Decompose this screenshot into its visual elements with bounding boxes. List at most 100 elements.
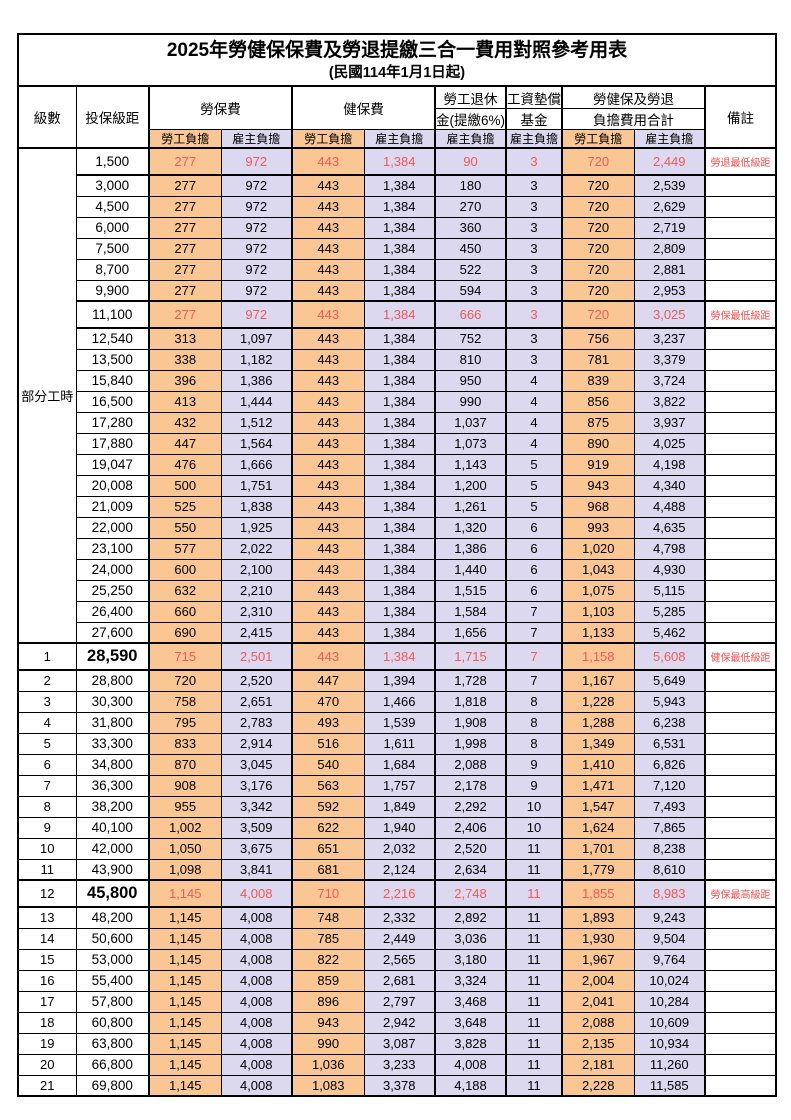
table-row: 26,400 660 2,310 443 1,384 1,584 7 1,103 5,285 — [18, 600, 777, 623]
health-employee-cell: 443 — [291, 258, 365, 281]
pension-employer-cell: 1,200 — [433, 474, 507, 497]
note-cell — [704, 711, 777, 734]
pension-employer-cell: 2,406 — [433, 816, 507, 839]
total-employer-cell: 2,629 — [633, 195, 706, 218]
health-employee-cell: 1,036 — [291, 1053, 365, 1076]
health-employer-cell: 1,384 — [363, 195, 436, 218]
pension-employer-cell: 2,520 — [433, 837, 507, 860]
total-employee-cell: 1,158 — [561, 642, 635, 671]
note-cell — [704, 495, 777, 518]
health-employer-cell: 1,684 — [363, 753, 436, 776]
total-employee-cell: 1,471 — [561, 774, 635, 797]
labor-employee-cell: 525 — [148, 495, 222, 518]
pension-employer-cell: 2,088 — [433, 753, 507, 776]
health-employer-cell: 1,384 — [363, 390, 436, 413]
pension-employer-cell: 522 — [433, 258, 507, 281]
salary-bracket-cell: 50,600 — [75, 927, 150, 950]
labor-employee-cell: 1,145 — [148, 948, 222, 971]
wage-fund-employer-cell: 9 — [505, 774, 563, 797]
table-row: 20,008 500 1,751 443 1,384 1,200 5 943 4,340 — [18, 474, 777, 497]
page-title: 2025年勞健保保費及勞退提繳三合一費用對照參考用表 — [166, 40, 628, 61]
total-employer-cell: 6,531 — [633, 732, 706, 755]
health-employee-cell: 443 — [291, 453, 365, 476]
pension-employer-cell: 950 — [433, 369, 507, 392]
note-cell — [704, 411, 777, 434]
note-cell — [704, 600, 777, 623]
col-header-total-line2: 負擔費用合計 — [561, 108, 706, 130]
note-cell — [704, 774, 777, 797]
labor-employee-cell: 396 — [148, 369, 222, 392]
total-employer-cell: 4,930 — [633, 558, 706, 581]
premium-comparison-table: 2025年勞健保保費及勞退提繳三合一費用對照參考用表 (民國114年1月1日起)… — [16, 33, 778, 1097]
level-cell: 1 — [17, 642, 77, 671]
table-row: 17 57,800 1,145 4,008 896 2,797 3,468 11 2,041 10… — [17, 990, 777, 1013]
health-employer-cell: 1,384 — [363, 474, 436, 497]
total-employee-cell: 2,135 — [561, 1032, 635, 1055]
pension-employer-cell: 1,656 — [433, 621, 507, 644]
labor-employer-cell: 4,008 — [220, 990, 293, 1013]
table-row: 5 33,300 833 2,914 516 1,611 1,998 8 1,349 6,531 — [17, 732, 777, 755]
total-employee-cell: 2,228 — [561, 1074, 635, 1097]
salary-bracket-cell: 34,800 — [75, 753, 150, 776]
labor-employer-cell: 972 — [220, 237, 293, 260]
labor-employer-cell: 4,008 — [220, 906, 293, 929]
health-employer-cell: 3,378 — [363, 1074, 436, 1097]
labor-employer-cell: 3,342 — [220, 795, 293, 818]
labor-employee-cell: 1,145 — [148, 879, 222, 908]
labor-employer-cell: 3,509 — [220, 816, 293, 839]
table-row: 24,000 600 2,100 443 1,384 1,440 6 1,043 4,930 — [18, 558, 777, 581]
labor-employee-cell: 500 — [148, 474, 222, 497]
note-cell — [704, 732, 777, 755]
salary-bracket-cell: 4,500 — [75, 195, 150, 218]
labor-employee-cell: 1,145 — [148, 906, 222, 929]
wage-fund-employer-cell: 11 — [505, 1053, 563, 1076]
salary-bracket-cell: 13,500 — [75, 348, 150, 371]
health-employee-cell: 443 — [291, 216, 365, 239]
salary-bracket-cell: 6,000 — [75, 216, 150, 239]
labor-employer-cell: 3,841 — [220, 858, 293, 881]
labor-employer-cell: 1,751 — [220, 474, 293, 497]
salary-bracket-cell: 15,840 — [75, 369, 150, 392]
health-employer-cell: 2,032 — [363, 837, 436, 860]
total-employer-cell: 7,865 — [633, 816, 706, 839]
note-cell — [704, 348, 777, 371]
health-employer-cell: 3,087 — [363, 1032, 436, 1055]
total-employee-cell: 720 — [561, 237, 635, 260]
total-employee-cell: 1,701 — [561, 837, 635, 860]
total-employee-cell: 1,624 — [561, 816, 635, 839]
health-employee-cell: 622 — [291, 816, 365, 839]
col-header-note: 備註 — [704, 85, 777, 149]
subheader-total-employee: 勞工負擔 — [561, 129, 635, 149]
wage-fund-employer-cell: 3 — [505, 258, 563, 281]
salary-bracket-cell: 17,880 — [75, 432, 150, 455]
labor-employer-cell: 4,008 — [220, 948, 293, 971]
health-employer-cell: 1,539 — [363, 711, 436, 734]
table-body: 部分工時 1,500 277 972 443 1,384 90 3 720 2,449 勞退最低級距… — [17, 147, 777, 1097]
health-employee-cell: 896 — [291, 990, 365, 1013]
labor-employee-cell: 1,145 — [148, 1011, 222, 1034]
note-cell — [704, 279, 777, 302]
labor-employer-cell: 1,182 — [220, 348, 293, 371]
health-employer-cell: 1,384 — [363, 453, 436, 476]
total-employer-cell: 9,764 — [633, 948, 706, 971]
total-employee-cell: 1,075 — [561, 579, 635, 602]
level-cell: 19 — [17, 1032, 77, 1055]
total-employee-cell: 1,167 — [561, 669, 635, 692]
health-employee-cell: 447 — [291, 669, 365, 692]
pension-employer-cell: 450 — [433, 237, 507, 260]
health-employee-cell: 563 — [291, 774, 365, 797]
salary-bracket-cell: 28,800 — [75, 669, 150, 692]
health-employer-cell: 1,384 — [363, 216, 436, 239]
total-employer-cell: 10,024 — [633, 969, 706, 992]
total-employer-cell: 10,934 — [633, 1032, 706, 1055]
health-employer-cell: 2,681 — [363, 969, 436, 992]
labor-employer-cell: 2,783 — [220, 711, 293, 734]
table-row: 13 48,200 1,145 4,008 748 2,332 2,892 11 1,893 9,… — [17, 906, 777, 929]
health-employee-cell: 681 — [291, 858, 365, 881]
wage-fund-employer-cell: 3 — [505, 327, 563, 350]
total-employer-cell: 2,719 — [633, 216, 706, 239]
note-cell: 勞保最低級距 — [704, 300, 777, 329]
table-row: 部分工時 1,500 277 972 443 1,384 90 3 720 2,449 勞退最低級距 — [17, 147, 777, 644]
health-employee-cell: 443 — [291, 474, 365, 497]
